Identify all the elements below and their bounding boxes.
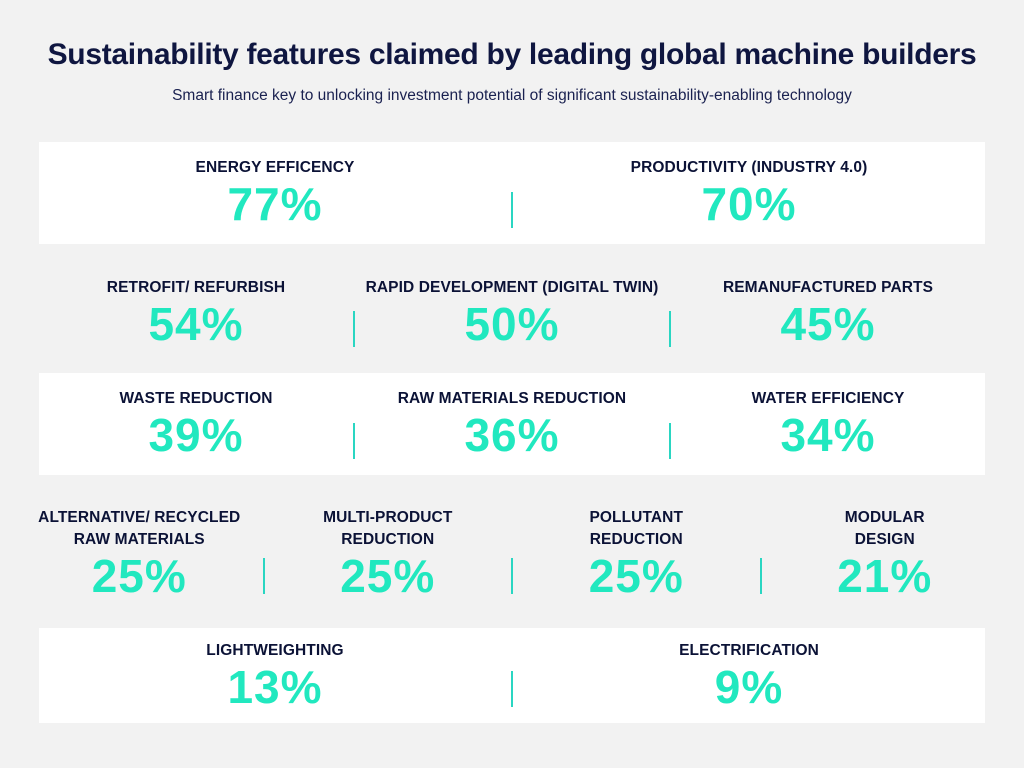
stat-label-line: ELECTRIFICATION (679, 641, 819, 659)
stat-item: RETROFIT/ REFURBISH 54% (39, 277, 353, 349)
stat-label-line: PRODUCTIVITY (INDUSTRY 4.0) (630, 159, 868, 176)
divider (511, 558, 513, 594)
stat-item: POLLUTANT REDUCTION 25% (513, 507, 760, 601)
stat-item: ELECTRIFICATION 9% (513, 640, 985, 712)
stat-label-line: RAW MATERIALS REDUCTION (397, 390, 627, 407)
stat-label: ALTERNATIVE/ RECYCLED RAW MATERIALS (38, 507, 240, 551)
stat-label: MULTI-PRODUCT REDUCTION (323, 507, 452, 551)
stat-value: 25% (340, 550, 436, 602)
stat-value: 36% (464, 409, 560, 461)
stat-value: 9% (714, 660, 784, 713)
stat-label-line: MODULAR (844, 509, 925, 526)
stat-label: ENERGY EFFICENCY (196, 157, 355, 179)
divider (669, 423, 671, 459)
stat-label: RETROFIT/ REFURBISH (107, 277, 285, 299)
stat-item: MULTI-PRODUCT REDUCTION 25% (265, 507, 512, 601)
stat-value: 25% (588, 550, 684, 602)
stat-row-3: WASTE REDUCTION 39% RAW MATERIALS REDUCTIO… (39, 373, 985, 475)
stat-value: 54% (148, 298, 244, 350)
stat-label-line: DESIGN (854, 531, 915, 548)
stat-row-5: LIGHTWEIGHTING 13% ELECTRIFICATION 9% (39, 628, 985, 723)
stat-label-line: REMANUFACTURED PARTS (722, 279, 934, 296)
stat-label: WASTE REDUCTION (119, 388, 272, 410)
stat-label-line: POLLUTANT (589, 509, 684, 526)
stat-label-line: RAW MATERIALS (73, 531, 205, 548)
divider (511, 192, 513, 228)
stat-label-line: ALTERNATIVE/ RECYCLED (38, 509, 241, 526)
stat-label-line: MULTI-PRODUCT (323, 509, 453, 526)
stat-value: 77% (227, 178, 323, 230)
stat-value: 25% (91, 550, 187, 602)
stat-label-line: RETROFIT/ REFURBISH (106, 279, 286, 296)
stat-label: REMANUFACTURED PARTS (723, 277, 933, 299)
stat-label-line: WASTE REDUCTION (119, 390, 273, 407)
stat-value: 21% (837, 550, 933, 602)
stat-row-2: RETROFIT/ REFURBISH 54% RAPID DEVELOPMENT … (39, 263, 985, 363)
stat-row-1: ENERGY EFFICENCY 77% PRODUCTIVITY (INDUSTR… (39, 142, 985, 244)
stat-label-line: WATER EFFICIENCY (751, 390, 905, 407)
stat-value: 45% (780, 298, 876, 350)
stat-label-line: LIGHTWEIGHTING (206, 641, 344, 659)
divider (353, 423, 355, 459)
divider (353, 311, 355, 347)
stat-value: 70% (701, 178, 797, 230)
stat-label: ELECTRIFICATION (679, 640, 819, 662)
page-subtitle: Smart finance key to unlocking investmen… (172, 87, 852, 104)
stat-row-4: ALTERNATIVE/ RECYCLED RAW MATERIALS 25% MUL… (16, 498, 1008, 610)
stat-label: WATER EFFICIENCY (752, 388, 905, 410)
stat-item: ENERGY EFFICENCY 77% (39, 157, 511, 229)
stat-label-line: REDUCTION (589, 531, 683, 548)
stat-label-line: RAPID DEVELOPMENT (DIGITAL TWIN) (365, 279, 659, 296)
stat-item: ALTERNATIVE/ RECYCLED RAW MATERIALS 25% (16, 507, 263, 601)
stat-label: LIGHTWEIGHTING (206, 640, 343, 662)
stat-item: PRODUCTIVITY (INDUSTRY 4.0) 70% (513, 157, 985, 229)
stat-item: RAPID DEVELOPMENT (DIGITAL TWIN) 50% (355, 277, 669, 349)
page-title: Sustainability features claimed by leadi… (47, 38, 977, 71)
stat-value: 34% (780, 409, 876, 461)
stat-label-line: REDUCTION (341, 531, 435, 548)
divider (262, 558, 265, 594)
stat-item: MODULAR DESIGN 21% (762, 507, 1009, 601)
stat-item: WATER EFFICIENCY 34% (671, 388, 985, 460)
stat-label-line: ENERGY EFFICENCY (195, 159, 355, 176)
stat-label: PRODUCTIVITY (INDUSTRY 4.0) (631, 157, 868, 179)
stat-label: RAPID DEVELOPMENT (DIGITAL TWIN) (366, 277, 659, 299)
divider (759, 558, 762, 594)
stat-label: RAW MATERIALS REDUCTION (398, 388, 626, 410)
stat-item: REMANUFACTURED PARTS 45% (671, 277, 985, 349)
stat-item: RAW MATERIALS REDUCTION 36% (355, 388, 669, 460)
stat-value: 39% (148, 409, 244, 461)
stat-value: 50% (464, 298, 560, 350)
stat-item: WASTE REDUCTION 39% (39, 388, 353, 460)
stat-label: POLLUTANT REDUCTION (589, 507, 683, 551)
stat-label: MODULAR DESIGN (845, 507, 925, 551)
divider (669, 311, 671, 347)
stat-value: 13% (227, 660, 323, 713)
stat-item: LIGHTWEIGHTING 13% (39, 640, 511, 712)
divider (511, 671, 513, 707)
